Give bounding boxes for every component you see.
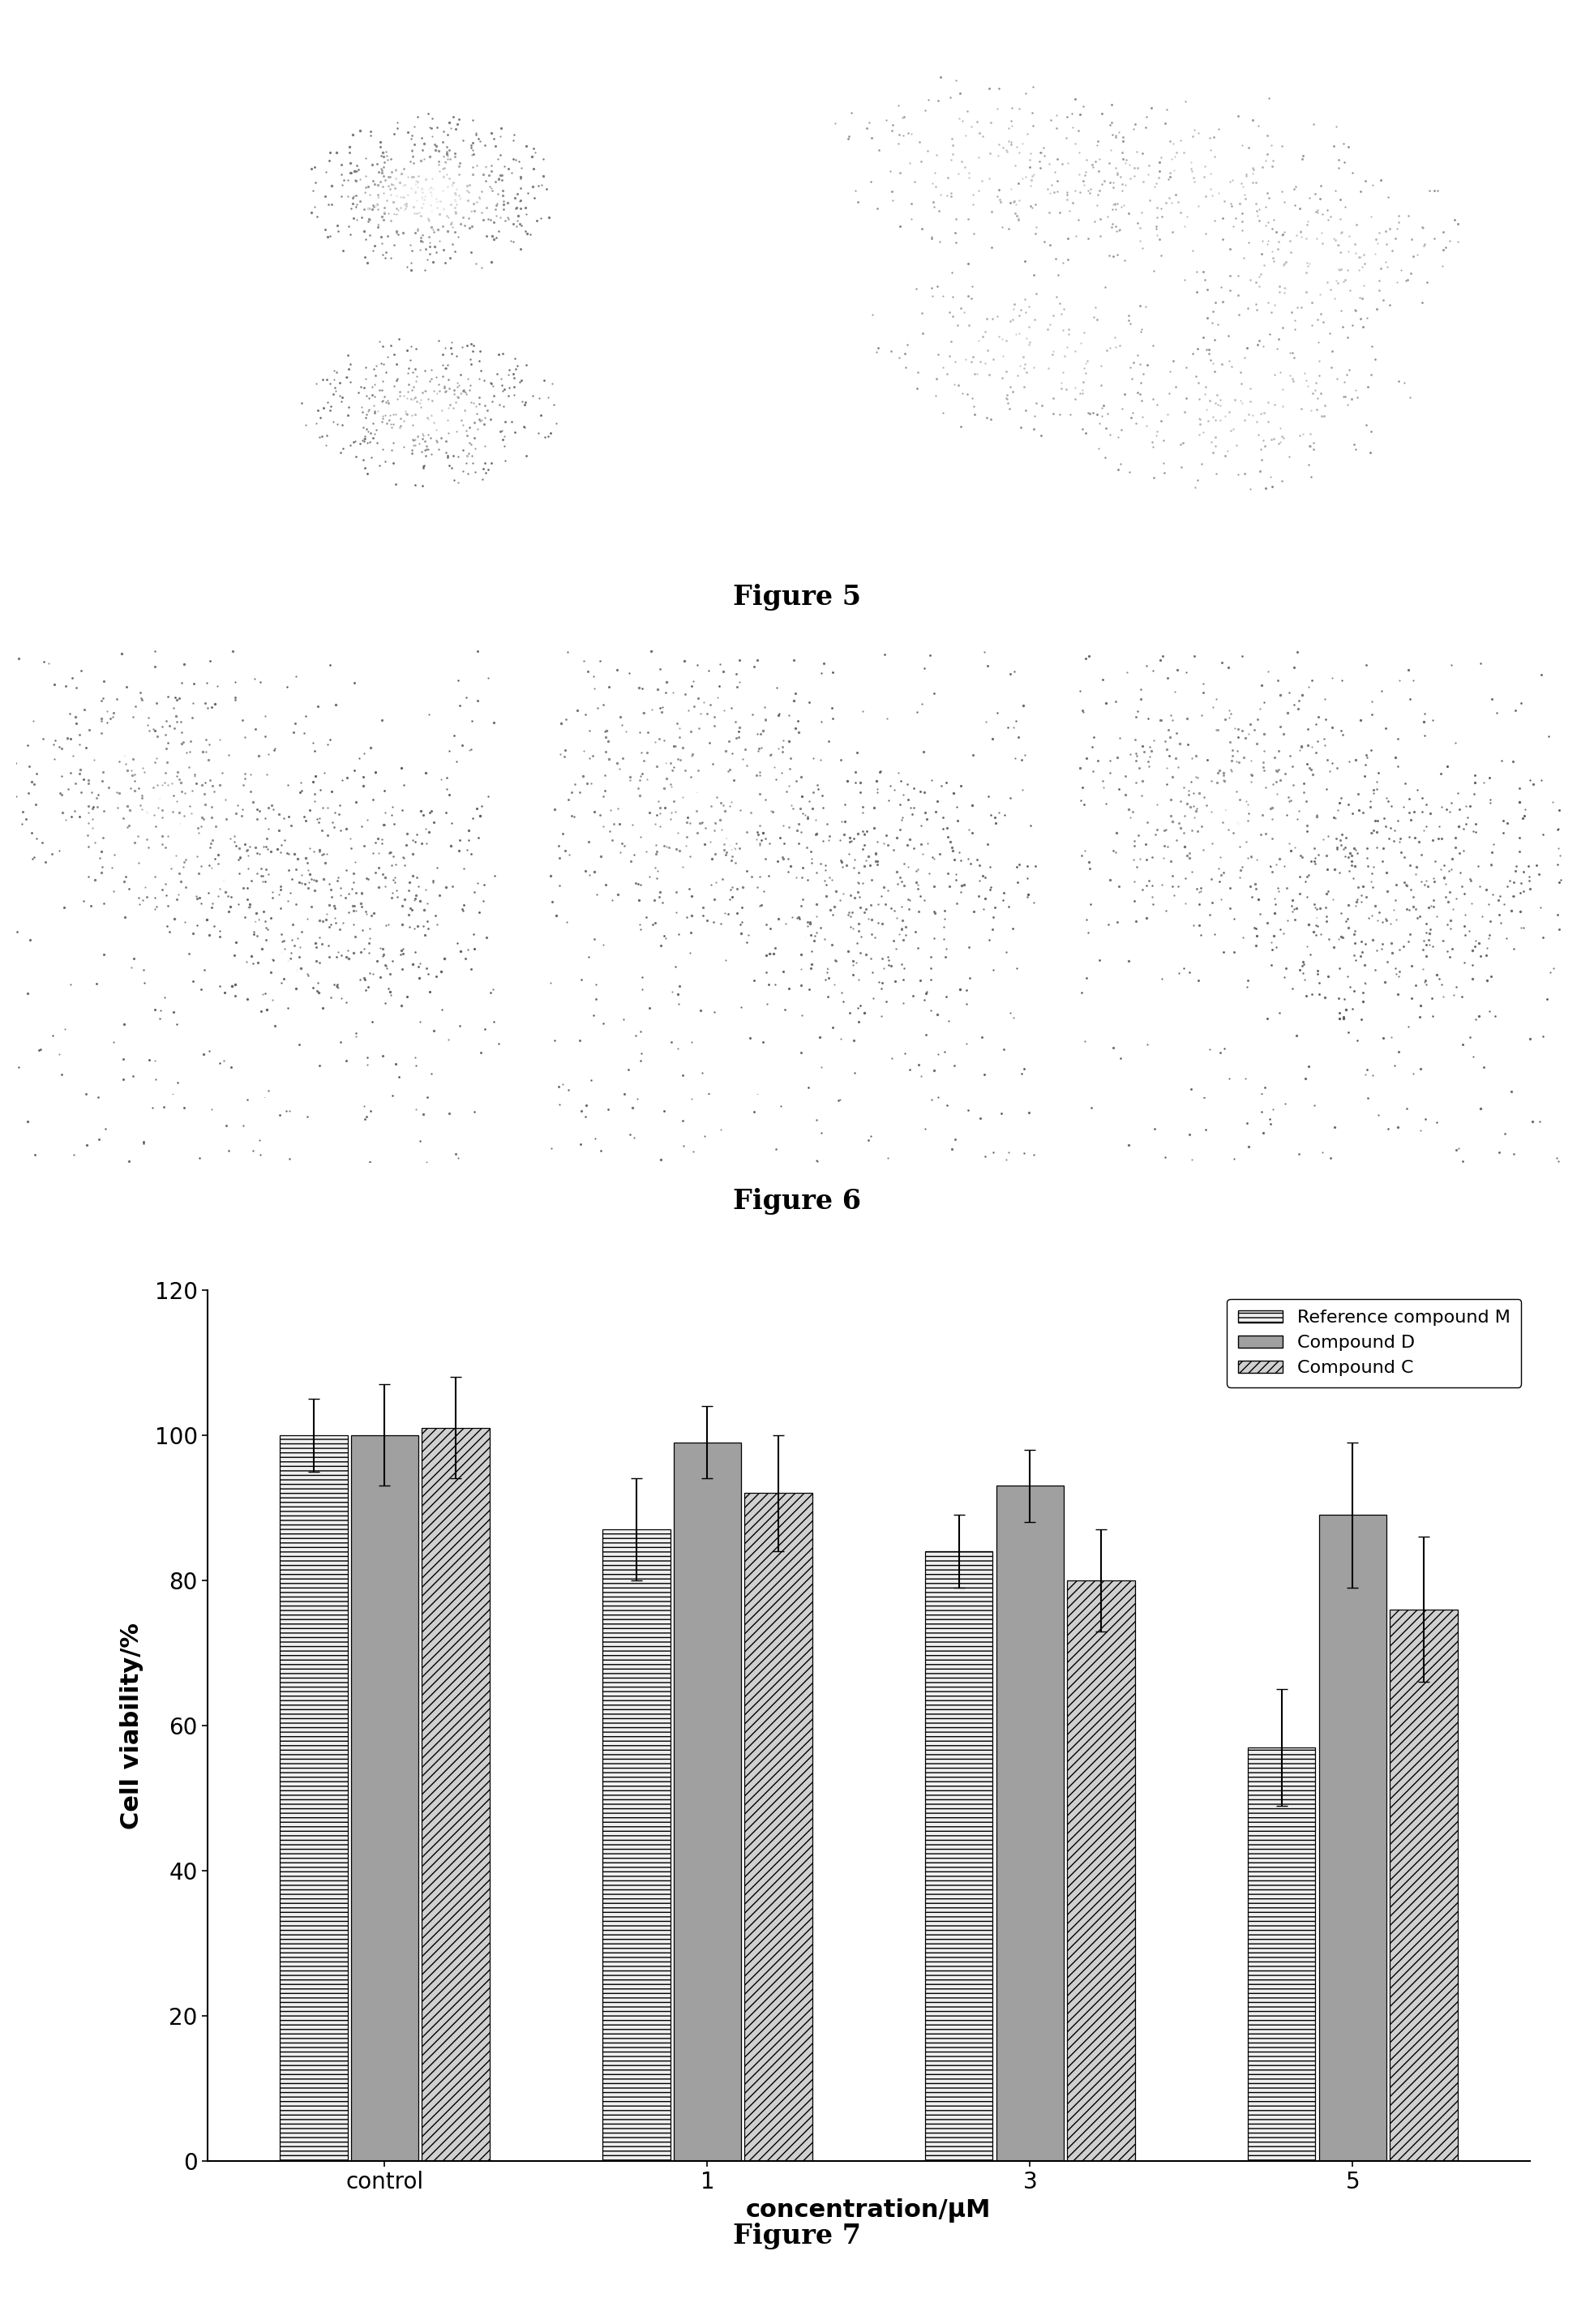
Bar: [1248, 1748, 1315, 2161]
Bar: [351, 1434, 418, 2161]
Text: (b): (b): [569, 1118, 603, 1136]
Text: Figure 7: Figure 7: [733, 2222, 861, 2250]
Bar: [603, 1529, 669, 2161]
Bar: [1068, 1580, 1135, 2161]
Text: (c): (c): [1095, 1118, 1127, 1136]
Text: 20μm: 20μm: [236, 1127, 268, 1136]
Bar: [926, 1552, 993, 2161]
Bar: [1320, 1515, 1387, 2161]
Bar: [996, 1485, 1063, 2161]
Legend: Reference compound M, Compound D, Compound C: Reference compound M, Compound D, Compou…: [1227, 1299, 1521, 1387]
Bar: [744, 1494, 811, 2161]
Text: a): a): [166, 84, 194, 109]
Text: Figure 6: Figure 6: [733, 1188, 861, 1215]
Text: (a): (a): [35, 1118, 67, 1136]
Bar: [422, 1427, 489, 2161]
Text: 20μm: 20μm: [1259, 541, 1296, 555]
Bar: [1390, 1608, 1457, 2161]
Y-axis label: Cell viability/%: Cell viability/%: [120, 1622, 143, 1829]
Text: 10μm: 10μm: [532, 553, 569, 565]
Text: 20μm: 20μm: [770, 1127, 802, 1136]
Text: b): b): [858, 84, 886, 109]
Text: Figure 5: Figure 5: [733, 583, 861, 611]
Bar: [281, 1434, 347, 2161]
Bar: [674, 1443, 741, 2161]
X-axis label: concentration/μM: concentration/μM: [746, 2199, 991, 2222]
Text: 20μm: 20μm: [1296, 1127, 1328, 1136]
